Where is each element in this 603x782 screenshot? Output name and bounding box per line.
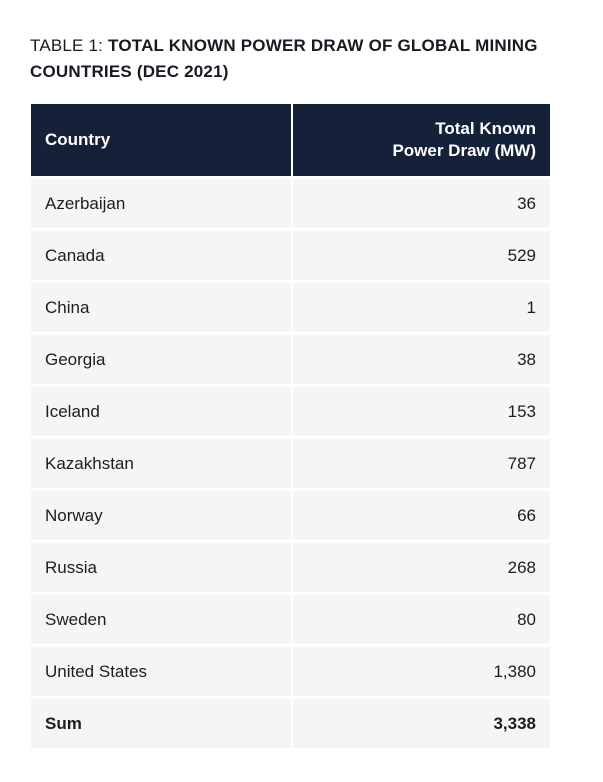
country-cell: Iceland: [31, 384, 293, 436]
power-draw-cell: 66: [293, 488, 550, 540]
country-cell: China: [31, 280, 293, 332]
country-cell: Russia: [31, 540, 293, 592]
table-row: Azerbaijan 36: [31, 176, 550, 228]
table-row: Norway 66: [31, 488, 550, 540]
power-draw-cell: 529: [293, 228, 550, 280]
table-row: Sweden 80: [31, 592, 550, 644]
country-cell: Kazakhstan: [31, 436, 293, 488]
power-draw-cell: 153: [293, 384, 550, 436]
table-caption-number: TABLE 1:: [30, 36, 104, 55]
country-cell: Canada: [31, 228, 293, 280]
power-draw-cell: 36: [293, 176, 550, 228]
header-country: Country: [31, 104, 293, 176]
country-cell: Georgia: [31, 332, 293, 384]
power-draw-cell: 787: [293, 436, 550, 488]
table-row: Georgia 38: [31, 332, 550, 384]
table-header: Country Total Known Power Draw (MW): [31, 104, 550, 176]
header-power-draw-line1: Total Known: [435, 119, 536, 138]
sum-row: Sum 3,338: [31, 696, 550, 748]
table-row: United States 1,380: [31, 644, 550, 696]
country-cell: Azerbaijan: [31, 176, 293, 228]
sum-label: Sum: [31, 696, 293, 748]
power-draw-table: Country Total Known Power Draw (MW) Azer…: [31, 104, 550, 748]
country-cell: Norway: [31, 488, 293, 540]
power-draw-cell: 1: [293, 280, 550, 332]
header-power-draw-line2: Power Draw (MW): [392, 141, 536, 160]
header-row: Country Total Known Power Draw (MW): [31, 104, 550, 176]
table-caption: TABLE 1: TOTAL KNOWN POWER DRAW OF GLOBA…: [30, 33, 570, 85]
country-cell: United States: [31, 644, 293, 696]
country-cell: Sweden: [31, 592, 293, 644]
power-draw-cell: 1,380: [293, 644, 550, 696]
header-power-draw: Total Known Power Draw (MW): [293, 104, 550, 176]
power-draw-cell: 268: [293, 540, 550, 592]
table-body: Azerbaijan 36 Canada 529 China 1 Georgia…: [31, 176, 550, 748]
table-caption-title: TOTAL KNOWN POWER DRAW OF GLOBAL MINING …: [30, 36, 538, 81]
table-row: Russia 268: [31, 540, 550, 592]
table-row: China 1: [31, 280, 550, 332]
sum-value: 3,338: [293, 696, 550, 748]
table-row: Iceland 153: [31, 384, 550, 436]
table-row: Kazakhstan 787: [31, 436, 550, 488]
table-row: Canada 529: [31, 228, 550, 280]
power-draw-cell: 80: [293, 592, 550, 644]
power-draw-cell: 38: [293, 332, 550, 384]
